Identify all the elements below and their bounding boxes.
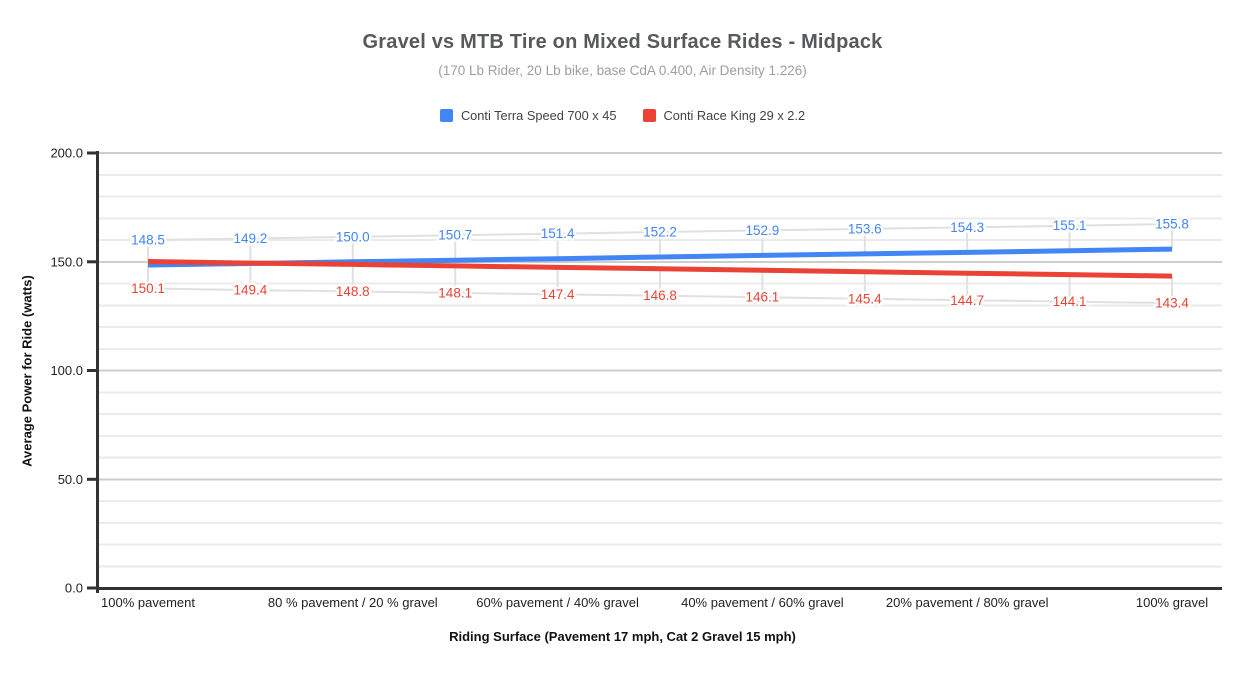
chart-title: Gravel vs MTB Tire on Mixed Surface Ride…	[362, 31, 883, 53]
data-label: 144.1	[1053, 294, 1087, 309]
data-label: 150.7	[438, 228, 472, 243]
data-label: 148.8	[336, 284, 370, 299]
legend: Conti Terra Speed 700 x 45 Conti Race Ki…	[0, 106, 1245, 124]
data-label: 150.1	[131, 281, 165, 296]
data-label: 149.2	[234, 231, 268, 246]
y-axis-tick	[87, 477, 96, 481]
series-line-1	[147, 259, 1173, 279]
legend-label: Conti Terra Speed 700 x 45	[460, 107, 617, 123]
data-label: 154.3	[950, 220, 984, 235]
y-tick-labels: 0.0 50.0 100.0 150.0 200.0	[50, 146, 83, 596]
data-label: 153.6	[848, 221, 882, 236]
data-label: 148.1	[438, 285, 472, 300]
legend-item-terra-speed: Conti Terra Speed 700 x 45	[439, 107, 617, 123]
y-axis-tick	[87, 260, 96, 264]
y-axis-tick	[87, 151, 96, 155]
x-tick-label: 100% gravel	[1136, 595, 1208, 610]
chart-subtitle: (170 Lb Rider, 20 Lb bike, base CdA 0.40…	[438, 63, 807, 78]
y-tick-label: 100.0	[50, 363, 83, 378]
data-label: 147.4	[541, 287, 575, 302]
data-label: 155.1	[1053, 218, 1087, 233]
y-axis-tick	[87, 369, 96, 372]
data-label: 146.8	[643, 288, 677, 303]
series-swatch-blue-icon	[439, 108, 453, 122]
legend-label: Conti Race King 29 x 2.2	[663, 107, 806, 123]
x-tick-label: 20% pavement / 80% gravel	[886, 595, 1049, 610]
y-tick-label: 50.0	[58, 472, 83, 487]
data-label: 151.4	[541, 226, 575, 241]
data-label: 155.8	[1155, 217, 1189, 232]
y-tick-label: 200.0	[50, 146, 83, 161]
axes	[87, 151, 1222, 593]
series-swatch-red-icon	[642, 108, 656, 122]
x-axis-line	[96, 587, 1222, 590]
y-gridlines	[99, 152, 1222, 568]
data-label: 143.4	[1155, 296, 1189, 311]
data-label: 145.4	[848, 291, 882, 306]
data-label: 146.1	[746, 290, 780, 305]
data-label: 152.2	[643, 225, 677, 240]
data-label: 152.9	[746, 223, 780, 238]
y-axis-title: Average Power for Ride (watts)	[19, 275, 35, 467]
x-tick-label: 60% pavement / 40% gravel	[476, 595, 639, 610]
y-axis-line	[96, 151, 99, 593]
data-label: 150.0	[336, 229, 370, 244]
x-axis-title: Riding Surface (Pavement 17 mph, Cat 2 G…	[449, 629, 796, 644]
x-tick-label: 40% pavement / 60% gravel	[681, 595, 844, 610]
y-axis-tick	[87, 586, 96, 590]
y-tick-label: 150.0	[50, 254, 83, 269]
data-labels: 148.5 149.2 150.0 150.7 151.4 152.2 152.9 153.6…	[129, 214, 1192, 313]
data-label: 149.4	[234, 283, 268, 298]
x-tick-label: 100% pavement	[101, 595, 195, 610]
x-tick-label: 80 % pavement / 20 % gravel	[268, 595, 438, 610]
y-tick-label: 0.0	[65, 581, 83, 596]
data-label-leaders	[147, 223, 1173, 305]
data-label: 148.5	[131, 233, 165, 248]
legend-item-race-king: Conti Race King 29 x 2.2	[642, 107, 806, 123]
x-tick-labels: 100% pavement 80 % pavement / 20 % gravel…	[101, 595, 1208, 610]
data-label: 144.7	[950, 293, 984, 308]
